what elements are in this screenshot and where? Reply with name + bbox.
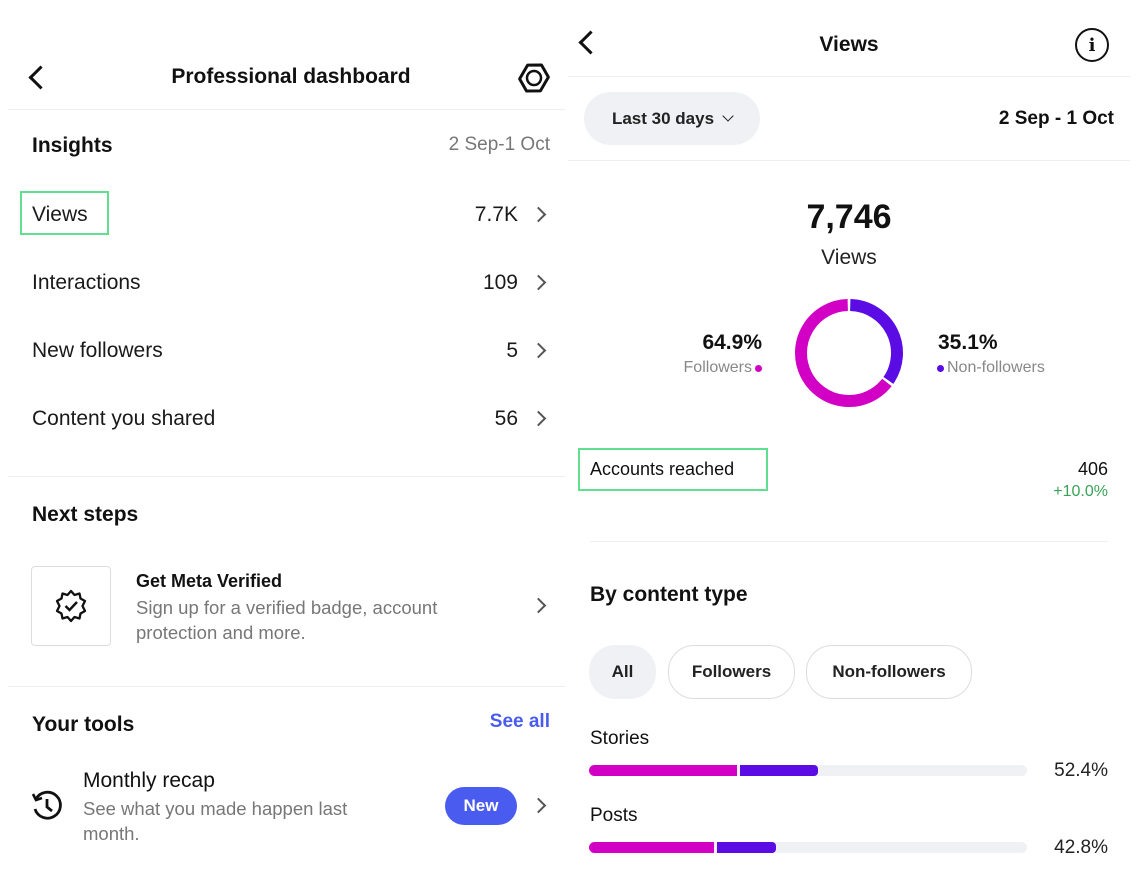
by-content-type-heading: By content type (590, 583, 748, 606)
content-type-label: Stories (590, 728, 650, 749)
stories-followers-bar (589, 765, 738, 776)
followers-dot-icon (755, 364, 762, 372)
info-button[interactable]: i (1075, 28, 1109, 62)
non-followers-dot-icon (937, 364, 944, 372)
row-value: 7.7K (474, 203, 518, 226)
accounts-reached-value: 406 (1077, 459, 1108, 479)
non-followers-segment (849, 299, 903, 384)
tab-followers[interactable]: Followers (668, 645, 795, 699)
content-type-percentage: 42.8% (1054, 837, 1108, 858)
chevron-right-icon (530, 206, 547, 223)
item-description: See what you made happen last month. (83, 798, 348, 844)
total-views-value: 7,746 (806, 198, 892, 236)
see-all-link[interactable]: See all (489, 711, 550, 732)
accounts-reached-highlight (578, 448, 768, 491)
new-badge: New (445, 787, 517, 825)
followers-segment (795, 299, 892, 407)
followers-legend: Followers (684, 359, 762, 377)
card-title: Get Meta Verified (136, 571, 283, 591)
divider (568, 160, 1130, 161)
non-followers-legend: Non-followers (937, 359, 1045, 377)
page-title: Professional dashboard (171, 65, 411, 88)
non-followers-legend-label: Non-followers (947, 359, 1045, 376)
item-title: Monthly recap (83, 769, 215, 792)
stories-non-followers-bar (740, 765, 819, 776)
stories-bar-track (589, 765, 1027, 776)
chevron-down-icon (722, 110, 734, 122)
insights-date-range: 2 Sep-1 Oct (448, 134, 550, 155)
dropdown-value: Last 30 days (611, 108, 715, 128)
tab-non-followers[interactable]: Non-followers (806, 645, 972, 699)
posts-followers-bar (589, 842, 714, 853)
followers-percentage: 64.9% (702, 331, 762, 354)
row-label: New followers (32, 339, 163, 362)
row-label: Interactions (32, 271, 141, 294)
accounts-reached-label: Accounts reached (590, 459, 735, 479)
total-views-label: Views (821, 246, 877, 269)
history-icon (31, 790, 62, 820)
chevron-right-icon (530, 274, 547, 291)
chevron-right-icon (530, 342, 547, 359)
content-type-percentage: 52.4% (1054, 760, 1108, 781)
views-donut-chart (795, 299, 903, 407)
chevron-right-icon (530, 597, 547, 614)
verified-icon-box (31, 566, 111, 646)
card-description: Sign up for a verified badge, account pr… (136, 597, 438, 643)
row-value: 109 (482, 271, 518, 294)
info-icon: i (1088, 34, 1096, 56)
non-followers-percentage: 35.1% (938, 331, 998, 354)
divider (8, 109, 565, 110)
divider (590, 541, 1108, 542)
divider (8, 686, 565, 687)
chevron-right-icon (530, 410, 547, 427)
your-tools-heading: Your tools (32, 713, 135, 736)
posts-bar-track (589, 842, 1027, 853)
settings-button[interactable] (517, 61, 551, 95)
page-title: Views (819, 33, 879, 56)
verified-badge-icon (55, 589, 87, 623)
divider (568, 76, 1130, 77)
row-label: Views (32, 203, 88, 226)
row-value: 5 (506, 339, 518, 362)
row-value: 56 (494, 407, 518, 430)
posts-non-followers-bar (716, 842, 777, 853)
tab-all[interactable]: All (589, 645, 656, 699)
accounts-reached-change: +10.0% (1053, 483, 1108, 500)
content-type-label: Posts (590, 805, 638, 826)
date-range-dropdown[interactable]: Last 30 days (584, 92, 760, 145)
row-label: Content you shared (32, 407, 216, 430)
date-range-label: 2 Sep - 1 Oct (998, 108, 1114, 129)
chevron-right-icon (530, 797, 547, 814)
divider (8, 476, 565, 477)
next-steps-heading: Next steps (32, 503, 139, 526)
insights-heading: Insights (32, 134, 113, 157)
followers-legend-label: Followers (683, 359, 752, 376)
gear-icon (518, 63, 550, 93)
views-highlight (20, 191, 109, 235)
